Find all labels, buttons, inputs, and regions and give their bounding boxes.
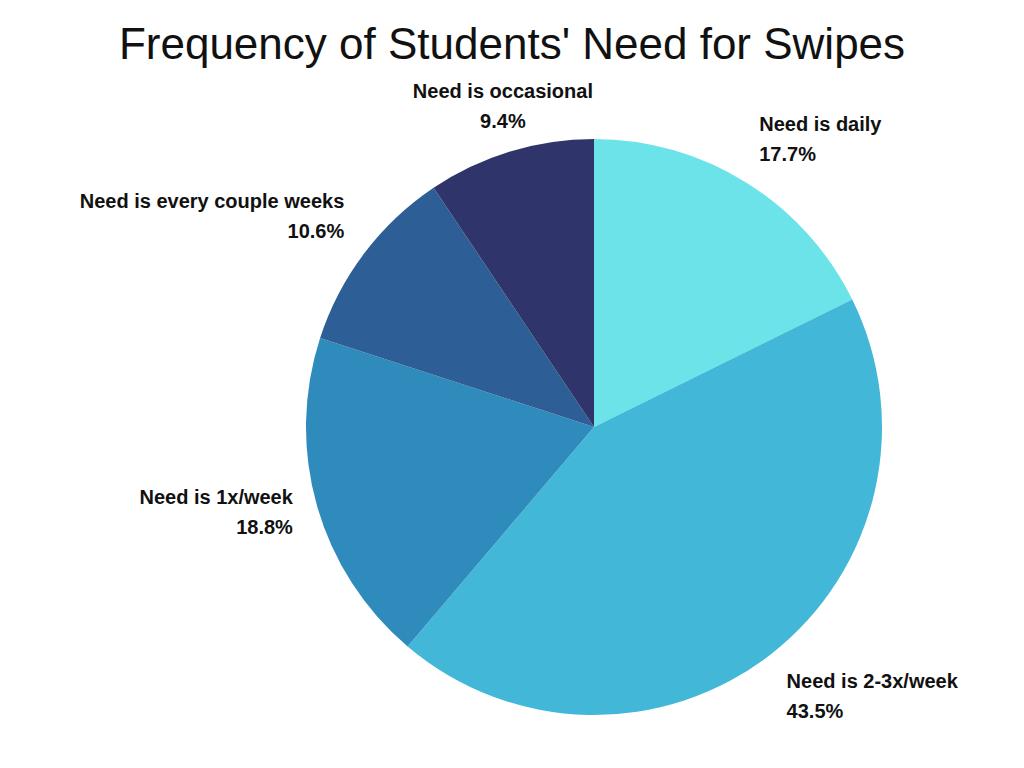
svg-text:Need is occasional9.4%: Need is occasional9.4% [413,80,593,132]
svg-text:Need is every couple weeks10.6: Need is every couple weeks10.6% [80,190,345,242]
svg-text:Need is 2-3x/week43.5%: Need is 2-3x/week43.5% [787,670,959,722]
svg-text:Need is 1x/week18.8%: Need is 1x/week18.8% [139,486,293,538]
svg-text:Need is daily17.7%: Need is daily17.7% [759,113,882,165]
html-text:Frequency of Students' Need fo: Frequency of Students' Need for Swipes [118,19,906,68]
